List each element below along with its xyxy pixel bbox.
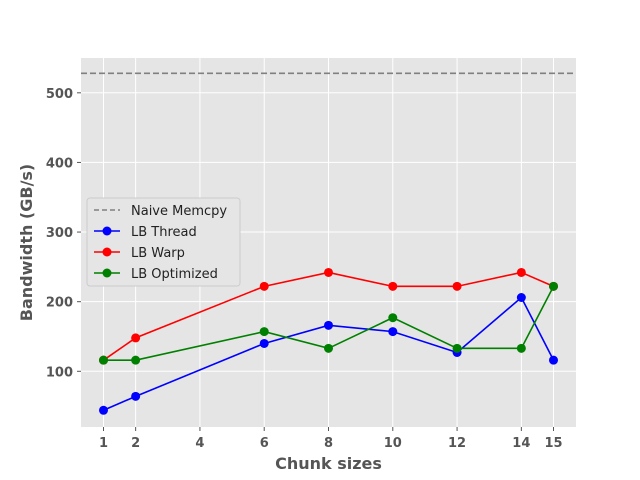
lb-optimized-point — [516, 343, 526, 353]
x-tick-label: 1 — [99, 436, 108, 451]
x-tick-label: 4 — [195, 436, 204, 451]
lb-warp-point — [452, 281, 462, 291]
lb-warp-point — [388, 281, 398, 291]
lb-warp-point — [516, 267, 526, 277]
y-ticks: 100 200 300 400 500 — [46, 87, 81, 380]
legend-box — [86, 197, 241, 287]
lb-thread-point — [549, 355, 558, 365]
lb-optimized-point — [549, 281, 558, 291]
lb-warp-point — [324, 267, 333, 277]
legend-label-lb-warp: LB Warp — [131, 246, 185, 261]
legend-label-naive-memcpy: Naive Memcpy — [131, 204, 227, 219]
lb-thread-point — [131, 391, 141, 401]
y-tick-label: 200 — [46, 296, 73, 311]
legend: Naive Memcpy LB Thread LB Warp LB Optimized — [86, 197, 241, 287]
lb-thread-point — [324, 320, 333, 330]
lb-optimized-point — [388, 313, 398, 323]
lb-thread-point — [516, 293, 526, 303]
lb-optimized-point — [324, 343, 333, 353]
y-tick-label: 300 — [46, 226, 73, 241]
legend-label-lb-thread: LB Thread — [131, 225, 197, 240]
legend-marker-lb-optimized — [102, 268, 112, 278]
x-tick-label: 15 — [544, 436, 562, 451]
x-tick-label: 14 — [512, 436, 530, 451]
x-tick-label: 2 — [131, 436, 140, 451]
y-tick-label: 500 — [46, 87, 73, 102]
lb-warp-point — [259, 281, 269, 291]
y-tick-label: 400 — [46, 156, 73, 171]
lb-thread-point — [99, 405, 108, 415]
x-axis-label: Chunk sizes — [275, 454, 382, 473]
x-tick-label: 6 — [260, 436, 269, 451]
x-tick-label: 8 — [324, 436, 333, 451]
legend-marker-lb-thread — [102, 226, 112, 236]
x-tick-label: 12 — [448, 436, 466, 451]
lb-optimized-point — [131, 355, 141, 365]
series-group — [99, 267, 558, 415]
lb-thread-point — [388, 327, 398, 337]
lb-optimized-point — [259, 327, 269, 337]
lb-optimized-line — [103, 285, 555, 361]
y-tick-label: 100 — [46, 365, 73, 380]
lb-warp-point — [131, 333, 141, 343]
y-axis-label: Bandwidth (GB/s) — [17, 164, 36, 321]
lb-warp-line — [103, 271, 554, 361]
legend-label-lb-optimized: LB Optimized — [131, 267, 218, 282]
lb-optimized-point — [99, 355, 108, 365]
legend-marker-lb-warp — [102, 247, 112, 257]
lb-thread-line — [103, 296, 555, 412]
lb-optimized-point — [452, 343, 462, 353]
lb-thread-point — [259, 338, 269, 348]
x-tick-label: 10 — [384, 436, 402, 451]
x-ticks: 1 2 4 6 8 10 12 14 15 — [99, 427, 563, 451]
